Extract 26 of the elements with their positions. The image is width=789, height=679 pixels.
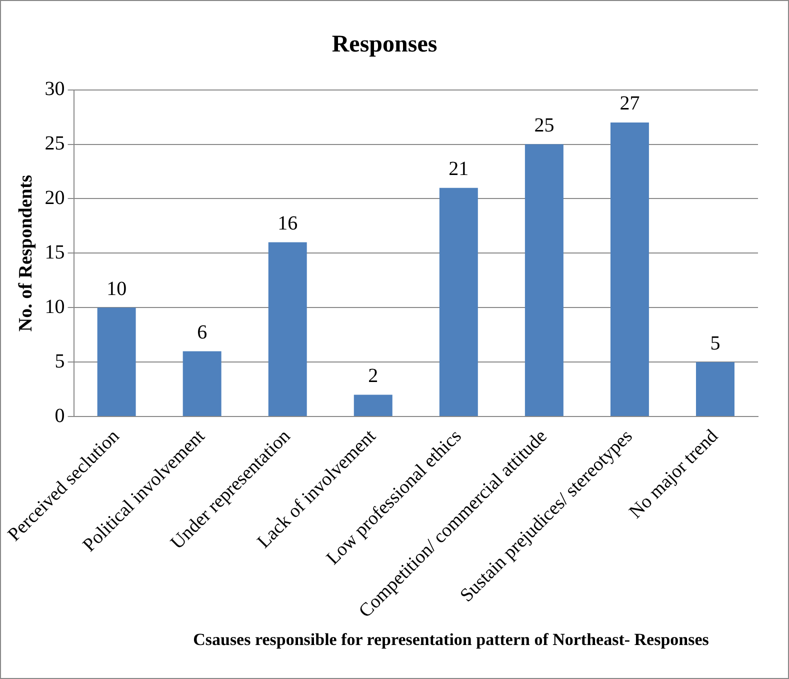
bar	[182, 351, 222, 416]
y-tick-label: 20	[44, 186, 65, 209]
bar	[354, 394, 392, 416]
bar	[524, 144, 564, 416]
data-label: 6	[197, 321, 208, 344]
data-label: 10	[106, 278, 127, 300]
bar	[610, 122, 649, 416]
data-label: 21	[448, 158, 469, 180]
x-axis-title: Csauses responsible for representation pattern of Northeast- Responses	[192, 629, 710, 650]
bar	[439, 188, 478, 416]
y-tick-label: 10	[44, 296, 65, 318]
bar	[97, 308, 136, 416]
y-tick-label: 25	[44, 132, 65, 155]
data-label: 2	[368, 365, 378, 388]
bar	[696, 362, 734, 416]
y-tick-label: 15	[44, 241, 65, 264]
y-tick-label: 0	[54, 404, 65, 427]
data-label: 25	[534, 114, 554, 137]
data-label: 16	[278, 212, 298, 235]
y-axis-title: No. of Respondents	[15, 174, 36, 332]
y-tick-label: 30	[44, 78, 65, 100]
bar	[268, 242, 307, 416]
data-label: 27	[620, 92, 640, 115]
chart-title: Responses	[332, 32, 438, 58]
y-tick-label: 5	[54, 350, 65, 372]
data-label: 5	[710, 332, 720, 354]
